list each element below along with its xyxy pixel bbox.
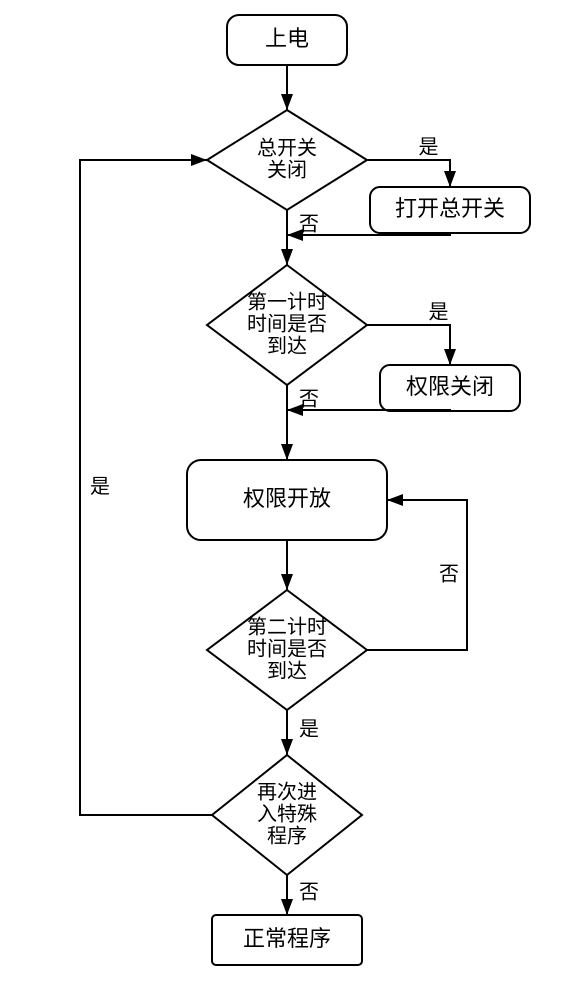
edge-label: 否 [299, 213, 319, 235]
edge [367, 325, 450, 365]
open-permission-node-label: 权限开放 [243, 486, 331, 511]
decision-reenter-line1: 再次进 [257, 780, 317, 803]
decision-timer1-line3: 到达 [267, 334, 307, 357]
decision-timer1-line2: 时间是否 [247, 312, 327, 335]
edge-label: 是 [299, 718, 319, 740]
decision-timer2-line1: 第二计时 [247, 615, 327, 638]
decision-main-switch-line1: 总开关 [257, 136, 317, 159]
decision-main-switch-line2: 关闭 [267, 158, 307, 181]
decision-reenter-line3: 程序 [267, 824, 307, 847]
decision-timer1-line1: 第一计时 [247, 290, 327, 313]
edge-label: 否 [439, 563, 459, 585]
edge-label: 是 [419, 136, 439, 158]
close-permission-node-label: 权限关闭 [406, 374, 494, 399]
open-switch-node-label: 打开总开关 [395, 196, 505, 221]
end-node-label: 正常程序 [243, 926, 331, 951]
edge-label: 是 [90, 476, 110, 498]
edge [367, 160, 450, 187]
start-node-label: 上电 [265, 26, 309, 51]
edge-label: 否 [299, 881, 319, 903]
decision-reenter-line2: 入特殊 [257, 802, 317, 825]
edge-label: 否 [299, 388, 319, 410]
edge-label: 是 [429, 301, 449, 323]
decision-timer2-line3: 到达 [267, 659, 307, 682]
decision-timer2-line2: 时间是否 [247, 637, 327, 660]
